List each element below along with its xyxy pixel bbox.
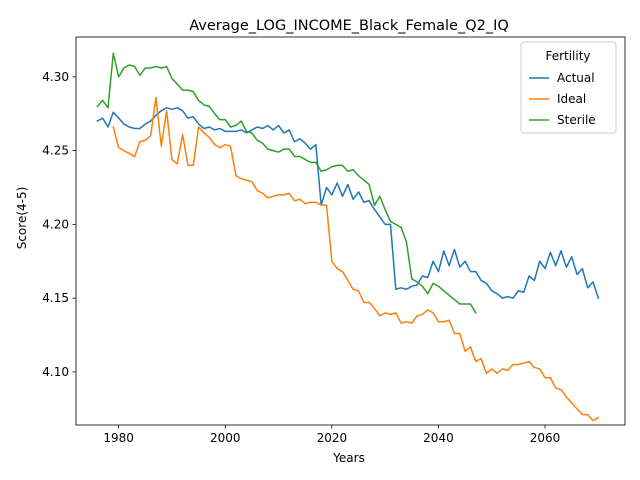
legend-label-ideal: Ideal — [557, 92, 586, 106]
plot-frame — [75, 36, 626, 426]
x-tick-label: 2040 — [423, 431, 454, 445]
x-axis-label: Years — [332, 451, 365, 465]
y-axis: 4.10 4.15 4.20 4.25 4.30 — [42, 70, 76, 379]
legend-label-actual: Actual — [557, 71, 595, 85]
legend-label-sterile: Sterile — [557, 113, 596, 127]
series-lines — [96, 52, 600, 422]
x-tick-label: 2000 — [210, 431, 241, 445]
y-tick-label: 4.20 — [42, 217, 69, 231]
y-tick-label: 4.10 — [42, 365, 69, 379]
y-axis-label: Score(4-5) — [15, 187, 29, 250]
y-tick-label: 4.30 — [42, 70, 69, 84]
chart-title: Average_LOG_INCOME_Black_Female_Q2_IQ — [189, 18, 509, 34]
legend-box — [520, 41, 617, 134]
legend-title: Fertility — [545, 49, 590, 63]
x-tick-label: 2020 — [317, 431, 348, 445]
x-axis: 1980 2000 2020 2040 2060 — [103, 425, 560, 445]
y-tick-label: 4.25 — [42, 144, 69, 158]
series-line-sterile — [96, 52, 477, 314]
series-line-ideal — [112, 96, 600, 422]
legend: Fertility Actual Ideal Sterile — [520, 41, 617, 134]
x-tick-label: 2060 — [530, 431, 561, 445]
y-tick-label: 4.15 — [42, 291, 69, 305]
series-line-actual — [96, 107, 600, 300]
x-tick-label: 1980 — [103, 431, 134, 445]
